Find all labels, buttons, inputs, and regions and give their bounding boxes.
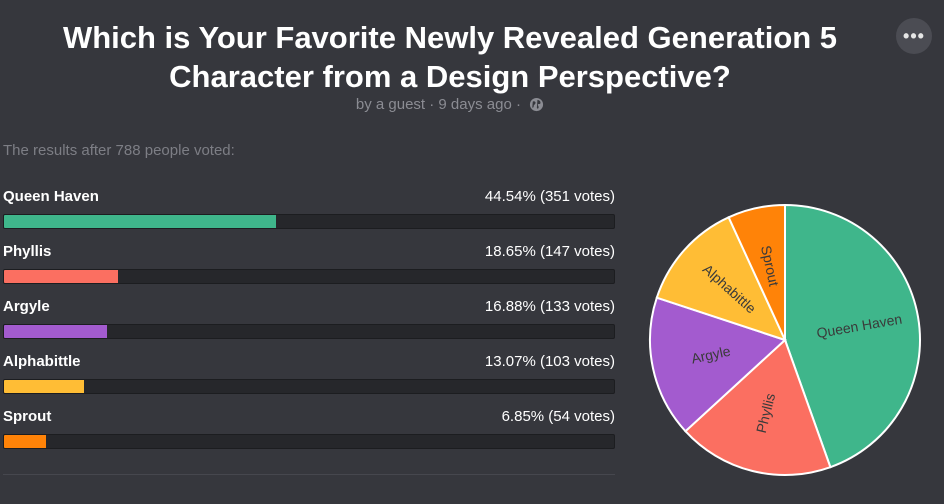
results-summary: The results after 788 people voted: bbox=[3, 142, 235, 159]
option-bar-fill bbox=[4, 435, 46, 448]
pie-chart: Queen HavenPhyllisArgyleAlphabittleSprou… bbox=[649, 203, 921, 476]
poll-options: Queen Haven 44.54% (351 votes) Phyllis 1… bbox=[3, 188, 615, 463]
option-label: Argyle bbox=[3, 298, 50, 315]
pie-slice bbox=[727, 203, 786, 341]
option-label: Phyllis bbox=[3, 243, 52, 260]
option-result: 13.07% (103 votes) bbox=[484, 353, 615, 370]
option-bar-track bbox=[3, 214, 615, 229]
option-result: 16.88% (133 votes) bbox=[484, 298, 615, 315]
globe-icon bbox=[529, 97, 544, 116]
option-result: 18.65% (147 votes) bbox=[484, 243, 615, 260]
option-row: Alphabittle 13.07% (103 votes) bbox=[3, 353, 615, 408]
divider bbox=[3, 474, 615, 475]
more-options-button[interactable]: ••• bbox=[896, 18, 932, 54]
option-row: Queen Haven 44.54% (351 votes) bbox=[3, 188, 615, 243]
option-bar-track bbox=[3, 434, 615, 449]
option-bar-track bbox=[3, 269, 615, 284]
option-label: Queen Haven bbox=[3, 188, 99, 205]
option-bar-track bbox=[3, 379, 615, 394]
poll-meta: by a guest · 9 days ago · bbox=[0, 96, 900, 116]
option-row: Phyllis 18.65% (147 votes) bbox=[3, 243, 615, 298]
option-result: 44.54% (351 votes) bbox=[484, 188, 615, 205]
option-bar-track bbox=[3, 324, 615, 339]
option-label: Sprout bbox=[3, 408, 52, 425]
option-bar-fill bbox=[4, 380, 84, 393]
option-row: Sprout 6.85% (54 votes) bbox=[3, 408, 615, 463]
pie-slice bbox=[684, 338, 832, 476]
option-bar-fill bbox=[4, 325, 107, 338]
more-icon: ••• bbox=[903, 25, 925, 46]
option-bar-fill bbox=[4, 270, 118, 283]
pie-slice bbox=[655, 215, 787, 342]
option-bar-fill bbox=[4, 215, 276, 228]
poll-meta-text: by a guest · 9 days ago · bbox=[355, 96, 521, 113]
poll-title: Which is Your Favorite Newly Revealed Ge… bbox=[62, 20, 838, 94]
option-label: Alphabittle bbox=[3, 353, 81, 370]
option-row: Argyle 16.88% (133 votes) bbox=[3, 298, 615, 353]
pie-slice bbox=[784, 203, 921, 469]
option-result: 6.85% (54 votes) bbox=[501, 408, 615, 425]
pie-slice bbox=[649, 296, 787, 433]
